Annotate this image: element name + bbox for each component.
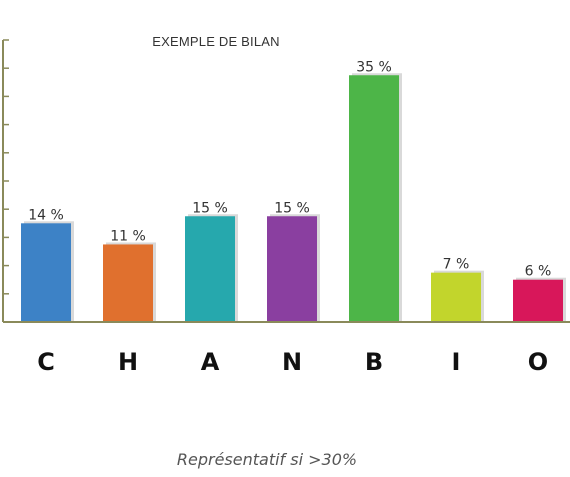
bar-group-b: 35 % B bbox=[349, 59, 402, 376]
bar-group-n: 15 % N bbox=[267, 200, 320, 376]
bar-group-a: 15 % A bbox=[185, 200, 238, 376]
chart-title: EXEMPLE DE BILAN bbox=[152, 34, 280, 49]
bar-group-o: 6 % O bbox=[513, 264, 566, 376]
category-label: I bbox=[452, 348, 461, 376]
bar-group-h: 11 % H bbox=[103, 228, 156, 376]
data-label: 15 % bbox=[274, 200, 310, 216]
data-label: 35 % bbox=[356, 59, 392, 75]
category-label: C bbox=[37, 348, 55, 376]
bar bbox=[349, 75, 399, 322]
data-label: 6 % bbox=[525, 264, 552, 280]
category-label: A bbox=[201, 348, 220, 376]
data-label: 11 % bbox=[110, 228, 146, 244]
bar bbox=[513, 279, 563, 322]
bar bbox=[21, 223, 71, 322]
bar bbox=[103, 244, 153, 322]
data-label: 7 % bbox=[443, 257, 470, 273]
bar bbox=[185, 216, 235, 322]
bar bbox=[431, 272, 481, 322]
category-label: O bbox=[528, 348, 548, 376]
category-label: N bbox=[282, 348, 302, 376]
category-label: B bbox=[365, 348, 383, 376]
bar bbox=[267, 216, 317, 322]
data-label: 15 % bbox=[192, 200, 228, 216]
category-label: H bbox=[118, 348, 138, 376]
bar-group-i: 7 % I bbox=[431, 257, 484, 376]
footnote: Représentatif si >30% bbox=[176, 450, 358, 469]
data-label: 14 % bbox=[28, 207, 64, 223]
bar-group-c: 14 % C bbox=[21, 207, 74, 376]
